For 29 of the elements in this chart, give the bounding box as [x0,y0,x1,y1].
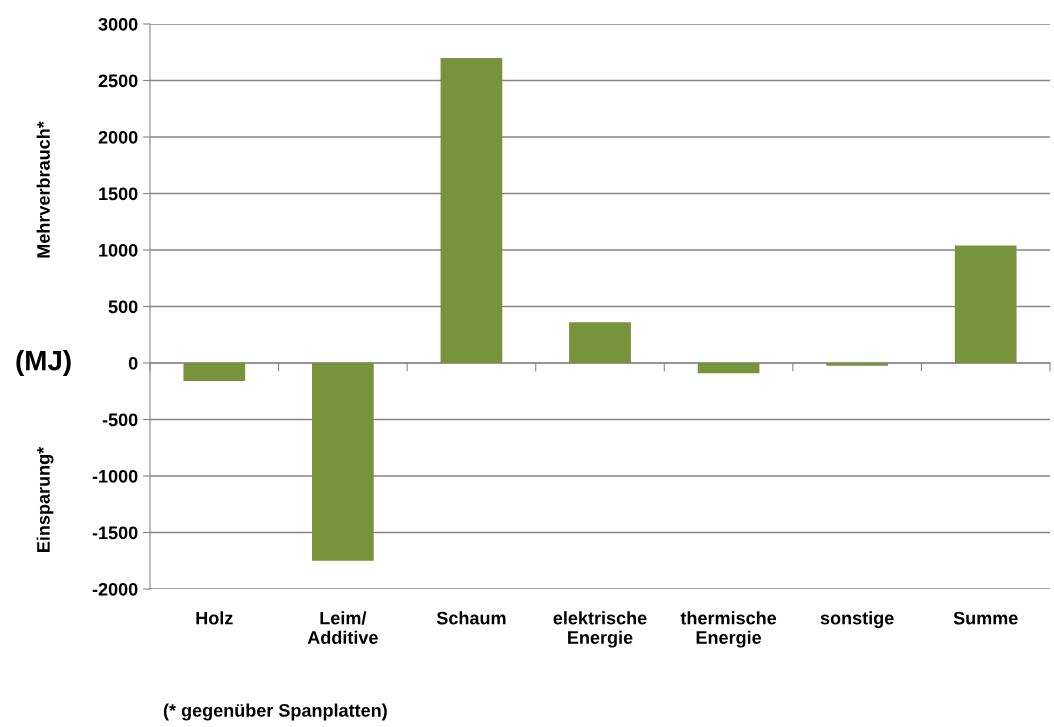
bar [440,57,503,363]
x-tick-label: Schaum [436,611,506,625]
bar [954,245,1017,363]
y-axis-title: (MJ) [16,350,71,376]
x-tick-label: Leim/ Additive [307,611,378,644]
y-tick-label: 500 [108,300,138,314]
y-tick-label: -2000 [92,582,138,596]
text: Einsparung* [36,446,54,552]
x-tick-label: thermische Energie [680,611,777,648]
bar [183,363,246,382]
y-tick-label: 0 [128,356,138,370]
y-tick-label: -1500 [92,526,138,540]
text: (* gegenüber Spanplatten) [163,703,387,721]
bar [697,363,760,374]
y-tick-label: 1500 [99,187,138,201]
y-tick-label: 2000 [98,130,138,144]
y-tick-label: 1000 [99,243,138,257]
x-tick-label: sonstige [820,611,894,629]
x-tick-label: elektrische Energie [553,611,647,648]
y-tick-label: -1000 [92,469,138,483]
text: Mehrverbrauch* [36,121,50,258]
x-tick-label: Summe [953,611,1018,625]
y-tick-label: -500 [102,413,138,427]
y-tick-label: 3000 [98,17,138,31]
bar [826,363,888,366]
bar [569,322,631,363]
bar [312,363,374,561]
y-tick-label: 2500 [98,74,138,88]
x-tick-label: Holz [196,611,233,625]
